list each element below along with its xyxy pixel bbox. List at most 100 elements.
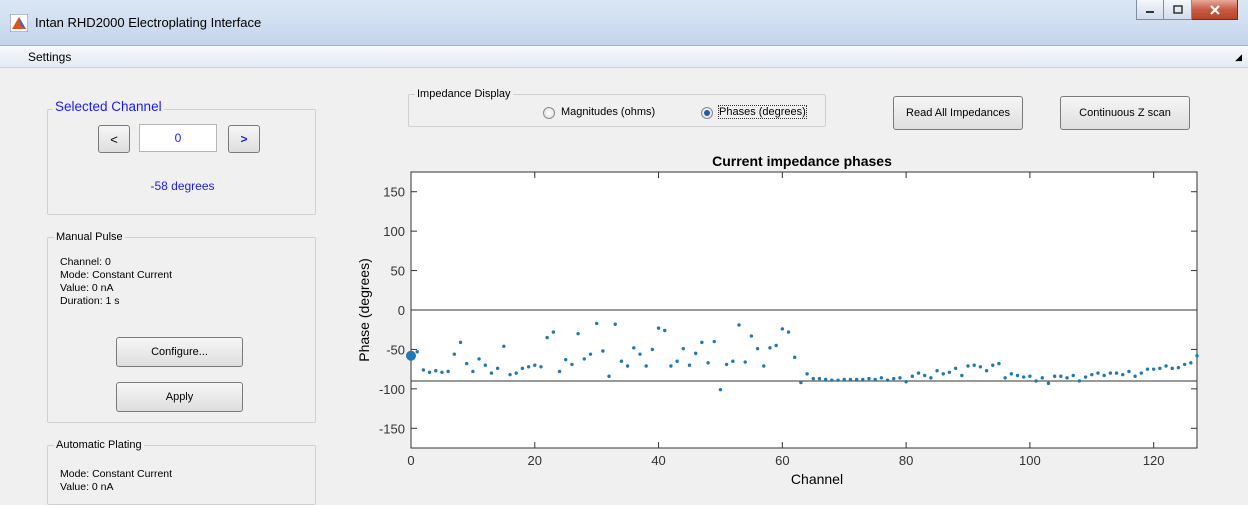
next-channel-button[interactable]: >	[228, 125, 260, 153]
automatic-plating-mode: Mode: Constant Current	[60, 468, 173, 480]
automatic-plating-value: Value: 0 nA	[60, 481, 114, 493]
data-point	[601, 349, 605, 353]
phases-radio[interactable]: Phases (degrees)	[701, 105, 823, 120]
configure-button[interactable]: Configure...	[116, 337, 243, 367]
data-point	[941, 372, 945, 376]
data-point	[749, 334, 754, 338]
magnitudes-radio-button[interactable]	[543, 107, 555, 119]
apply-button[interactable]: Apply	[116, 382, 243, 412]
data-point	[421, 368, 426, 372]
data-point	[452, 352, 457, 356]
data-point	[483, 363, 487, 367]
data-point	[904, 380, 908, 384]
data-point	[1139, 371, 1143, 375]
menu-settings[interactable]: Settings	[28, 50, 72, 64]
data-point	[1127, 369, 1131, 374]
selected-channel-title: Selected Channel	[53, 99, 164, 114]
continuous-z-scan-button[interactable]: Continuous Z scan	[1060, 96, 1190, 130]
data-point	[706, 361, 710, 365]
y-tick-label: -150	[379, 421, 405, 436]
reference-lines	[411, 309, 1197, 382]
data-point	[737, 323, 741, 327]
phases-radio-button[interactable]	[701, 107, 713, 119]
data-point	[718, 387, 723, 392]
data-point	[731, 359, 735, 363]
data-point	[892, 376, 896, 381]
data-point	[545, 335, 549, 340]
magnitudes-radio[interactable]: Magnitudes (ohms)	[543, 106, 673, 120]
prev-channel-button[interactable]: <	[98, 125, 130, 153]
data-point	[495, 366, 500, 371]
channel-number-field[interactable]: 0	[139, 124, 217, 152]
data-point	[762, 364, 766, 368]
data-point	[997, 361, 1001, 366]
data-point	[434, 369, 438, 373]
data-point	[440, 370, 444, 374]
data-point	[502, 344, 506, 348]
data-point	[1114, 371, 1119, 375]
data-point	[632, 346, 636, 350]
x-tick-label: 0	[407, 453, 414, 468]
data-point	[681, 346, 686, 351]
data-point	[1077, 379, 1082, 383]
automatic-plating-panel: Automatic Plating Mode: Constant Current…	[47, 438, 316, 505]
data-point	[1071, 373, 1075, 378]
manual-pulse-mode: Mode: Constant Current	[60, 269, 173, 281]
impedance-display-title: Impedance Display	[415, 87, 513, 101]
data-point	[582, 357, 586, 361]
plot-area	[410, 171, 1198, 449]
maximize-button[interactable]	[1164, 0, 1192, 20]
data-point	[805, 372, 809, 376]
data-point	[966, 364, 970, 368]
selected-channel-panel: Selected Channel < 0 > -58 degrees	[47, 100, 316, 215]
data-point	[1108, 371, 1113, 375]
data-point	[817, 376, 822, 381]
data-point	[477, 357, 481, 361]
data-point	[793, 355, 797, 360]
data-point	[1133, 374, 1137, 378]
close-button[interactable]	[1192, 0, 1238, 20]
data-point	[972, 363, 976, 367]
data-point	[1195, 354, 1199, 358]
data-point	[471, 369, 475, 374]
data-point	[1164, 364, 1168, 368]
data-point	[867, 376, 871, 381]
data-point	[687, 363, 692, 367]
data-point	[551, 330, 556, 334]
data-point	[700, 340, 704, 345]
data-point	[724, 362, 729, 367]
data-point	[1090, 372, 1094, 377]
data-point	[1158, 366, 1162, 371]
data-point	[557, 369, 562, 374]
data-point	[1189, 361, 1193, 365]
y-axis-label: Phase (degrees)	[356, 258, 372, 362]
minimize-button[interactable]	[1136, 0, 1164, 20]
y-tick-label: 100	[383, 224, 405, 239]
data-point	[799, 380, 803, 385]
x-tick-label: 100	[1019, 453, 1041, 468]
window-title: Intan RHD2000 Electroplating Interface	[35, 15, 262, 30]
data-point	[774, 343, 778, 348]
data-point	[842, 377, 846, 382]
y-tick-label: 0	[398, 303, 405, 318]
window-titlebar: Intan RHD2000 Electroplating Interface	[0, 0, 1248, 46]
data-point	[879, 376, 884, 380]
data-point	[458, 340, 463, 345]
phases-radio-label: Phases (degrees)	[718, 105, 807, 119]
x-axis-label: Channel	[791, 471, 843, 487]
y-tick-label: -100	[379, 382, 405, 397]
data-point	[811, 376, 815, 381]
data-point	[960, 373, 964, 378]
data-point	[823, 377, 828, 382]
data-point	[489, 371, 494, 375]
data-point	[1170, 366, 1174, 371]
data-point	[861, 377, 865, 382]
data-point	[526, 365, 531, 369]
data-point	[1065, 376, 1069, 380]
data-point	[415, 350, 419, 354]
window-controls	[1136, 0, 1238, 22]
read-all-impedances-button[interactable]: Read All Impedances	[893, 96, 1023, 130]
data-point	[1028, 374, 1032, 378]
data-point	[848, 377, 853, 382]
toolbar-overflow-icon[interactable]: ◢	[1235, 52, 1242, 62]
